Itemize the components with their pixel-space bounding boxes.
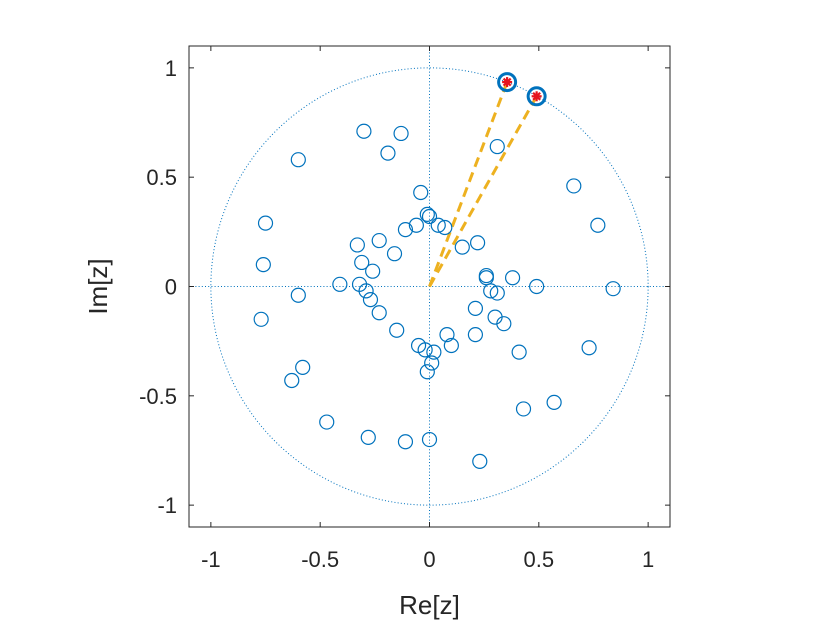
data-point [483, 283, 499, 299]
data-point [386, 246, 403, 262]
y-tick-label: 0 [165, 275, 177, 300]
data-point [419, 206, 435, 222]
data-point [332, 276, 348, 292]
data-point [362, 292, 379, 308]
data-point [590, 217, 606, 233]
data-point [284, 372, 300, 389]
data-point [349, 237, 365, 253]
data-point [417, 342, 433, 358]
data-point [397, 434, 414, 450]
data-point [496, 316, 512, 332]
highlight-star [531, 91, 542, 102]
dashed-segment [428, 95, 538, 288]
data-point [443, 337, 459, 354]
data-point [515, 401, 532, 417]
y-axis-label: Im[z] [83, 258, 113, 314]
x-tick-label: -0.5 [301, 547, 339, 572]
y-tick-label: 0.5 [146, 165, 177, 190]
data-point [393, 125, 409, 142]
data-point [437, 219, 453, 236]
data-point [421, 431, 438, 448]
y-tick-label: 1 [165, 56, 177, 81]
axis-ticks: -1 -0.5 0 0.5 1 -1 -0.5 0 0.5 1 [139, 46, 670, 572]
dashed-segment [428, 81, 509, 288]
data-point [439, 327, 455, 343]
data-point [253, 311, 269, 327]
data-point [489, 138, 505, 155]
data-point [529, 278, 545, 295]
data-point [371, 305, 387, 321]
data-point [424, 355, 440, 371]
y-tick-label: -1 [157, 493, 177, 518]
data-point [605, 281, 621, 297]
data-point [421, 208, 438, 225]
star-stroke [532, 91, 541, 101]
data-point [489, 285, 505, 301]
data-point [360, 429, 376, 445]
data-point [354, 254, 370, 271]
data-point [365, 263, 381, 279]
data-point [358, 283, 374, 299]
data-point [413, 184, 429, 201]
x-tick-label: 0 [423, 547, 435, 572]
x-tick-label: -1 [201, 547, 221, 572]
data-point [511, 344, 527, 360]
data-point [290, 287, 306, 303]
data-point [290, 152, 306, 168]
data-point [470, 235, 486, 251]
data-point [487, 309, 503, 325]
data-point [504, 270, 521, 286]
scatter-markers [253, 123, 621, 470]
dashed-segments [428, 81, 538, 288]
highlighted-markers [497, 72, 547, 107]
data-point [419, 364, 435, 380]
data-point [255, 257, 271, 273]
highlight-star [502, 77, 513, 88]
data-point [295, 359, 311, 375]
x-tick-label: 0.5 [524, 547, 555, 572]
data-point [581, 340, 597, 356]
data-point [430, 217, 446, 233]
data-point [467, 300, 484, 316]
data-point [356, 123, 372, 139]
highlight-circle [526, 86, 547, 107]
data-point [454, 239, 470, 255]
data-point [389, 322, 405, 338]
data-point [472, 453, 488, 470]
data-point [408, 217, 424, 233]
data-point [566, 178, 582, 194]
star-stroke [502, 77, 512, 87]
data-point [546, 394, 562, 410]
data-point [319, 414, 335, 430]
data-point [257, 215, 274, 231]
unit-circle [210, 67, 649, 506]
data-point [426, 344, 442, 360]
highlight-circle [497, 72, 518, 93]
data-point [397, 222, 414, 238]
data-point [380, 145, 396, 161]
data-point [371, 232, 387, 249]
data-point [467, 327, 484, 343]
x-axis-label: Re[z] [399, 590, 460, 620]
y-tick-label: -0.5 [139, 384, 177, 409]
x-tick-label: 1 [642, 547, 654, 572]
